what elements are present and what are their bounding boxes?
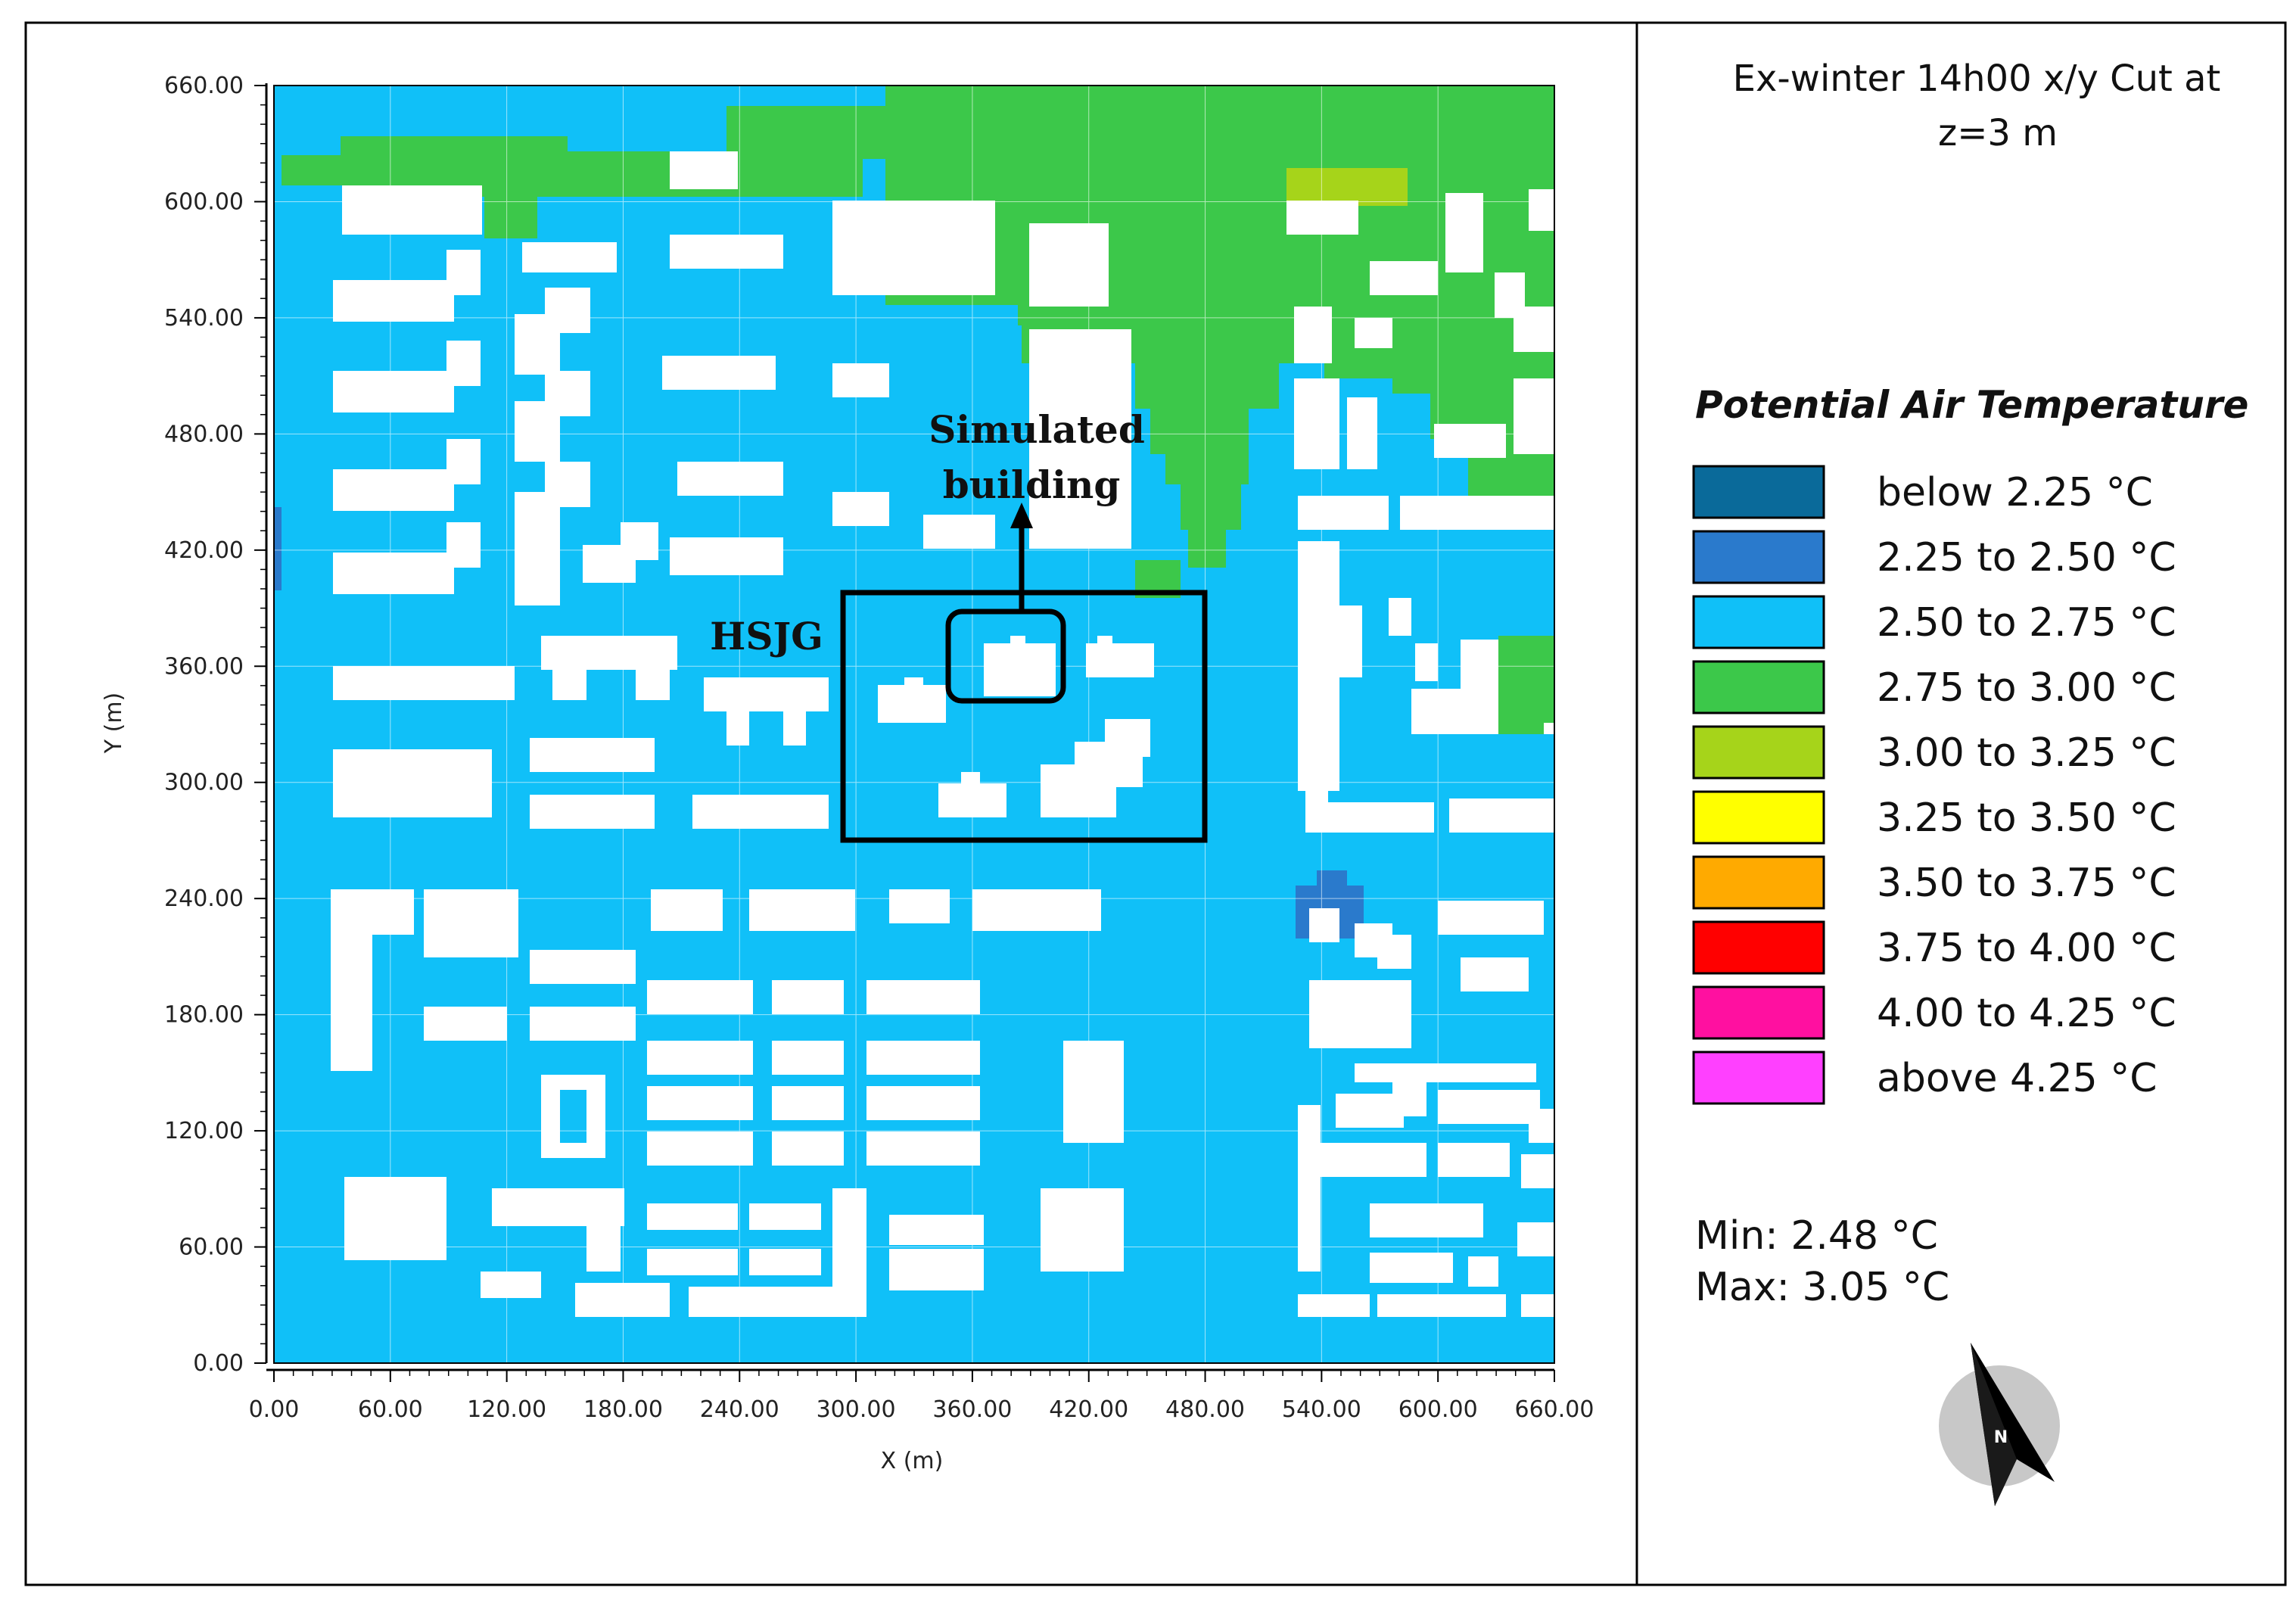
x-axis-title: X (m) (881, 1448, 944, 1474)
y-tick-label: 600.00 (164, 188, 244, 215)
y-tick-label: 300.00 (164, 770, 244, 796)
legend-label: 2.25 to 2.50 °C (1877, 535, 2176, 581)
y-tick-label: 660.00 (164, 73, 244, 99)
x-tick-label: 540.00 (1282, 1396, 1361, 1423)
figure-title-line2: z=3 m (1938, 112, 2058, 154)
legend-heading: Potential Air Temperature (1695, 383, 2248, 427)
legend-label: 2.50 to 2.75 °C (1877, 600, 2176, 646)
figure-title-line1: Ex-winter 14h00 x/y Cut at (1733, 58, 2221, 100)
annotation-simulated-line1: Simulated (929, 407, 1145, 452)
x-axis-ticks: 0.00 60.00 120.00 180.00 240.00 300.00 360.00 4… (249, 1370, 1594, 1423)
legend-label: 3.00 to 3.25 °C (1877, 730, 2176, 776)
y-tick-label: 420.00 (164, 537, 244, 564)
grid (274, 86, 1554, 1363)
legend-label: 3.25 to 3.50 °C (1877, 795, 2176, 841)
y-axis-ticks: 0.00 60.00 120.00 180.00 240.00 300.00 360.00 4… (164, 73, 266, 1377)
legend-label: above 4.25 °C (1877, 1056, 2158, 1101)
legend-swatch (1692, 465, 1825, 519)
x-tick-label: 660.00 (1515, 1396, 1594, 1423)
y-tick-label: 360.00 (164, 653, 244, 680)
y-tick-label: 120.00 (164, 1118, 244, 1144)
legend-label: 3.75 to 4.00 °C (1877, 926, 2176, 971)
warm-zones (282, 86, 1554, 734)
x-tick-label: 300.00 (817, 1396, 896, 1423)
buildings (331, 151, 1554, 1317)
legend-label: 3.50 to 3.75 °C (1877, 861, 2176, 906)
hsjg-area-box (840, 590, 1208, 843)
x-tick-label: 420.00 (1049, 1396, 1128, 1423)
max-value: Max: 3.05 °C (1695, 1265, 1949, 1310)
y-tick-label: 540.00 (164, 305, 244, 332)
y-tick-label: 180.00 (164, 1002, 244, 1029)
legend-swatch (1692, 855, 1825, 910)
legend-swatch (1692, 985, 1825, 1040)
legend-swatch (1692, 790, 1825, 845)
legend-swatch (1692, 920, 1825, 975)
y-tick-label: 0.00 (193, 1350, 244, 1377)
legend-label: 2.75 to 3.00 °C (1877, 665, 2176, 711)
y-tick-label: 240.00 (164, 886, 244, 912)
x-tick-label: 480.00 (1165, 1396, 1245, 1423)
annotation-arrow-head (1010, 503, 1033, 528)
y-tick-label: 60.00 (179, 1234, 244, 1261)
x-tick-label: 60.00 (358, 1396, 423, 1423)
y-axis-title: Y (m) (101, 693, 127, 755)
legend-label: below 2.25 °C (1877, 470, 2153, 515)
legend: below 2.25 °C 2.25 to 2.50 °C 2.50 to 2.75… (1692, 465, 2176, 1105)
legend-swatch (1692, 595, 1825, 649)
north-label: N (1994, 1428, 2008, 1447)
legend-swatch (1692, 725, 1825, 780)
annotation-simulated-line2: building (943, 462, 1121, 507)
outer-frame (24, 21, 2287, 1586)
legend-swatch (1692, 1051, 1825, 1105)
min-value: Min: 2.48 °C (1695, 1213, 1938, 1259)
map-border (273, 85, 1555, 1364)
x-tick-label: 180.00 (583, 1396, 663, 1423)
north-arrow-icon: N (1939, 1343, 2060, 1506)
legend-swatch (1692, 530, 1825, 584)
x-tick-label: 0.00 (249, 1396, 300, 1423)
annotation-hsjg: HSJG (710, 614, 823, 658)
x-tick-label: 120.00 (467, 1396, 546, 1423)
legend-label: 4.00 to 4.25 °C (1877, 991, 2176, 1036)
x-tick-label: 600.00 (1398, 1396, 1478, 1423)
temperature-map: 0.00 60.00 120.00 180.00 240.00 300.00 360.00 4… (164, 73, 1594, 1423)
legend-swatch (1692, 660, 1825, 714)
warmer-zone (1286, 168, 1408, 206)
x-tick-label: 240.00 (700, 1396, 779, 1423)
simulated-building-box (945, 609, 1066, 704)
x-tick-label: 360.00 (932, 1396, 1012, 1423)
y-tick-label: 480.00 (164, 421, 244, 447)
